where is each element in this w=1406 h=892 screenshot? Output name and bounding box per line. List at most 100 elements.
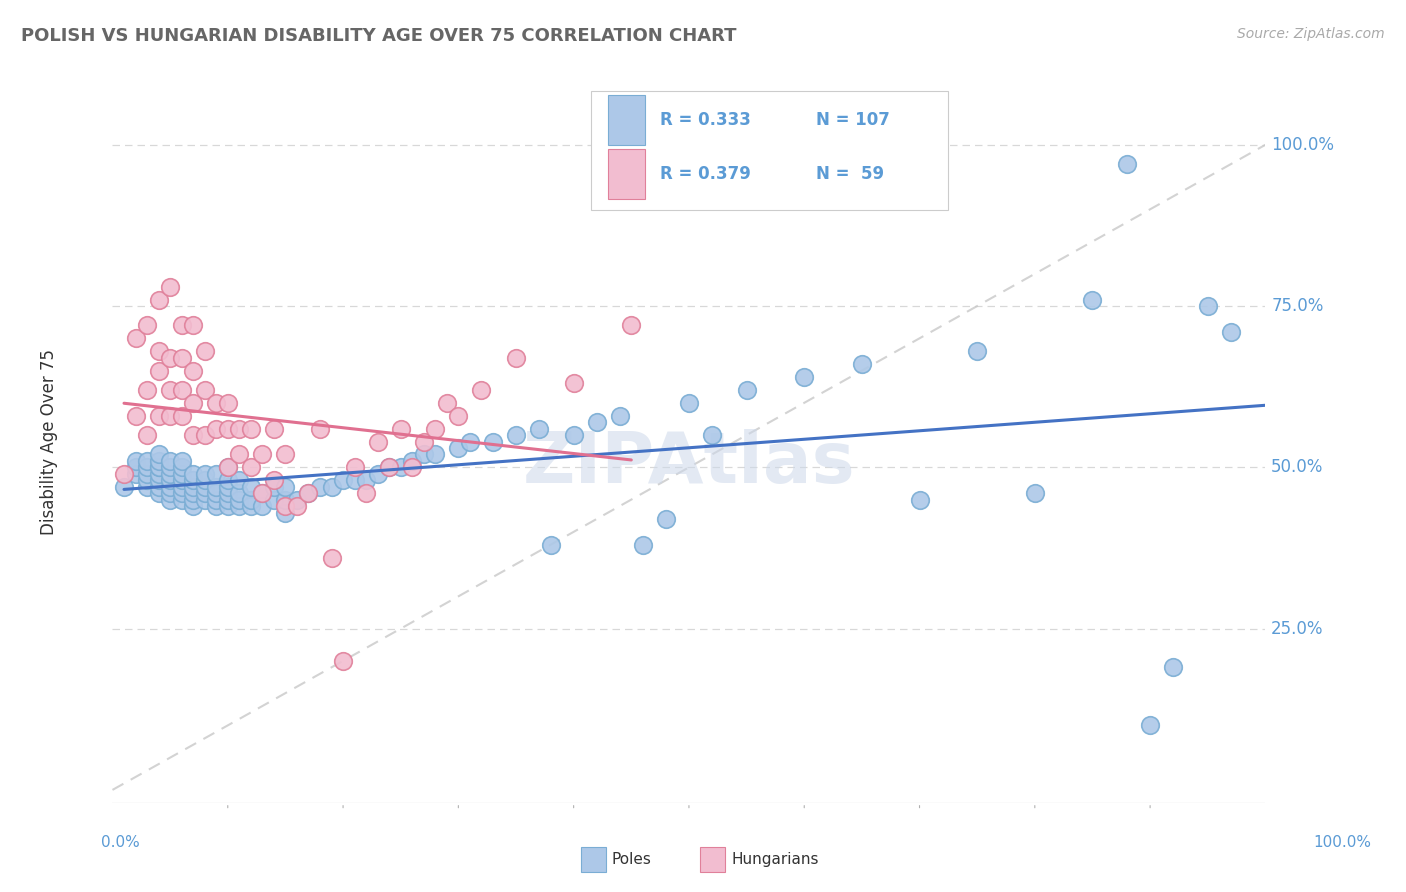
Point <box>124 409 146 423</box>
Point <box>321 550 343 565</box>
Point <box>1161 660 1184 674</box>
Point <box>148 473 170 487</box>
Point <box>285 499 308 513</box>
Text: POLISH VS HUNGARIAN DISABILITY AGE OVER 75 CORRELATION CHART: POLISH VS HUNGARIAN DISABILITY AGE OVER … <box>21 27 737 45</box>
Point <box>263 473 285 487</box>
Point <box>159 409 181 423</box>
Point <box>274 480 297 494</box>
Point <box>181 492 204 507</box>
Point <box>181 480 204 494</box>
Point <box>252 486 274 500</box>
Point <box>159 460 181 475</box>
Point <box>367 434 389 449</box>
Point <box>136 480 159 494</box>
Point <box>159 486 181 500</box>
Point <box>354 486 377 500</box>
Point <box>401 460 423 475</box>
Point <box>170 492 193 507</box>
Point <box>620 318 643 333</box>
Point <box>274 506 297 520</box>
Point <box>401 454 423 468</box>
Point <box>217 396 239 410</box>
Point <box>205 396 228 410</box>
Point <box>217 492 239 507</box>
Point <box>228 422 250 436</box>
Point <box>181 473 204 487</box>
Point <box>562 428 585 442</box>
Point <box>470 383 492 397</box>
Point <box>170 318 193 333</box>
Point <box>159 351 181 365</box>
Point <box>228 492 250 507</box>
Point <box>527 422 550 436</box>
Point <box>217 460 239 475</box>
Point <box>205 499 228 513</box>
Point <box>274 492 297 507</box>
Point <box>148 460 170 475</box>
Point <box>159 383 181 397</box>
Point <box>354 473 377 487</box>
Point <box>425 422 447 436</box>
Point <box>239 422 262 436</box>
Point <box>228 499 250 513</box>
Point <box>1024 486 1046 500</box>
Text: 25.0%: 25.0% <box>1271 620 1323 638</box>
Point <box>297 486 319 500</box>
Point <box>425 447 447 461</box>
Point <box>170 351 193 365</box>
Point <box>562 376 585 391</box>
Point <box>159 473 181 487</box>
Point <box>966 344 988 359</box>
Point <box>1219 325 1241 339</box>
Point <box>112 480 135 494</box>
Text: N = 107: N = 107 <box>815 111 890 129</box>
Point <box>148 409 170 423</box>
Point <box>194 344 217 359</box>
Point <box>217 480 239 494</box>
Point <box>205 467 228 481</box>
Text: 75.0%: 75.0% <box>1271 297 1323 315</box>
Point <box>239 460 262 475</box>
Point <box>136 473 159 487</box>
Point <box>447 441 470 455</box>
Point <box>217 499 239 513</box>
Point <box>159 279 181 293</box>
Point <box>343 460 366 475</box>
Point <box>263 422 285 436</box>
Text: Disability Age Over 75: Disability Age Over 75 <box>39 349 58 534</box>
Point <box>194 492 217 507</box>
Point <box>252 447 274 461</box>
Point <box>181 363 204 377</box>
Point <box>194 486 217 500</box>
Point <box>181 396 204 410</box>
Point <box>148 447 170 461</box>
Point <box>412 434 434 449</box>
Point <box>321 480 343 494</box>
Point <box>194 473 217 487</box>
Text: R = 0.333: R = 0.333 <box>661 111 751 129</box>
Point <box>735 383 758 397</box>
Point <box>194 383 217 397</box>
Point <box>505 351 527 365</box>
Point <box>136 318 159 333</box>
Text: 50.0%: 50.0% <box>1271 458 1323 476</box>
Point <box>148 480 170 494</box>
Point <box>389 422 412 436</box>
Point <box>332 473 354 487</box>
Point <box>170 383 193 397</box>
Point <box>228 447 250 461</box>
Point <box>343 473 366 487</box>
Point <box>309 422 332 436</box>
Point <box>309 480 332 494</box>
Point <box>228 473 250 487</box>
Point <box>908 492 931 507</box>
Point <box>181 499 204 513</box>
Text: Hungarians: Hungarians <box>731 853 818 867</box>
Point <box>136 467 159 481</box>
Point <box>159 467 181 481</box>
Point <box>700 428 723 442</box>
Point <box>631 538 654 552</box>
Point <box>112 467 135 481</box>
Point <box>378 460 401 475</box>
Point <box>181 486 204 500</box>
